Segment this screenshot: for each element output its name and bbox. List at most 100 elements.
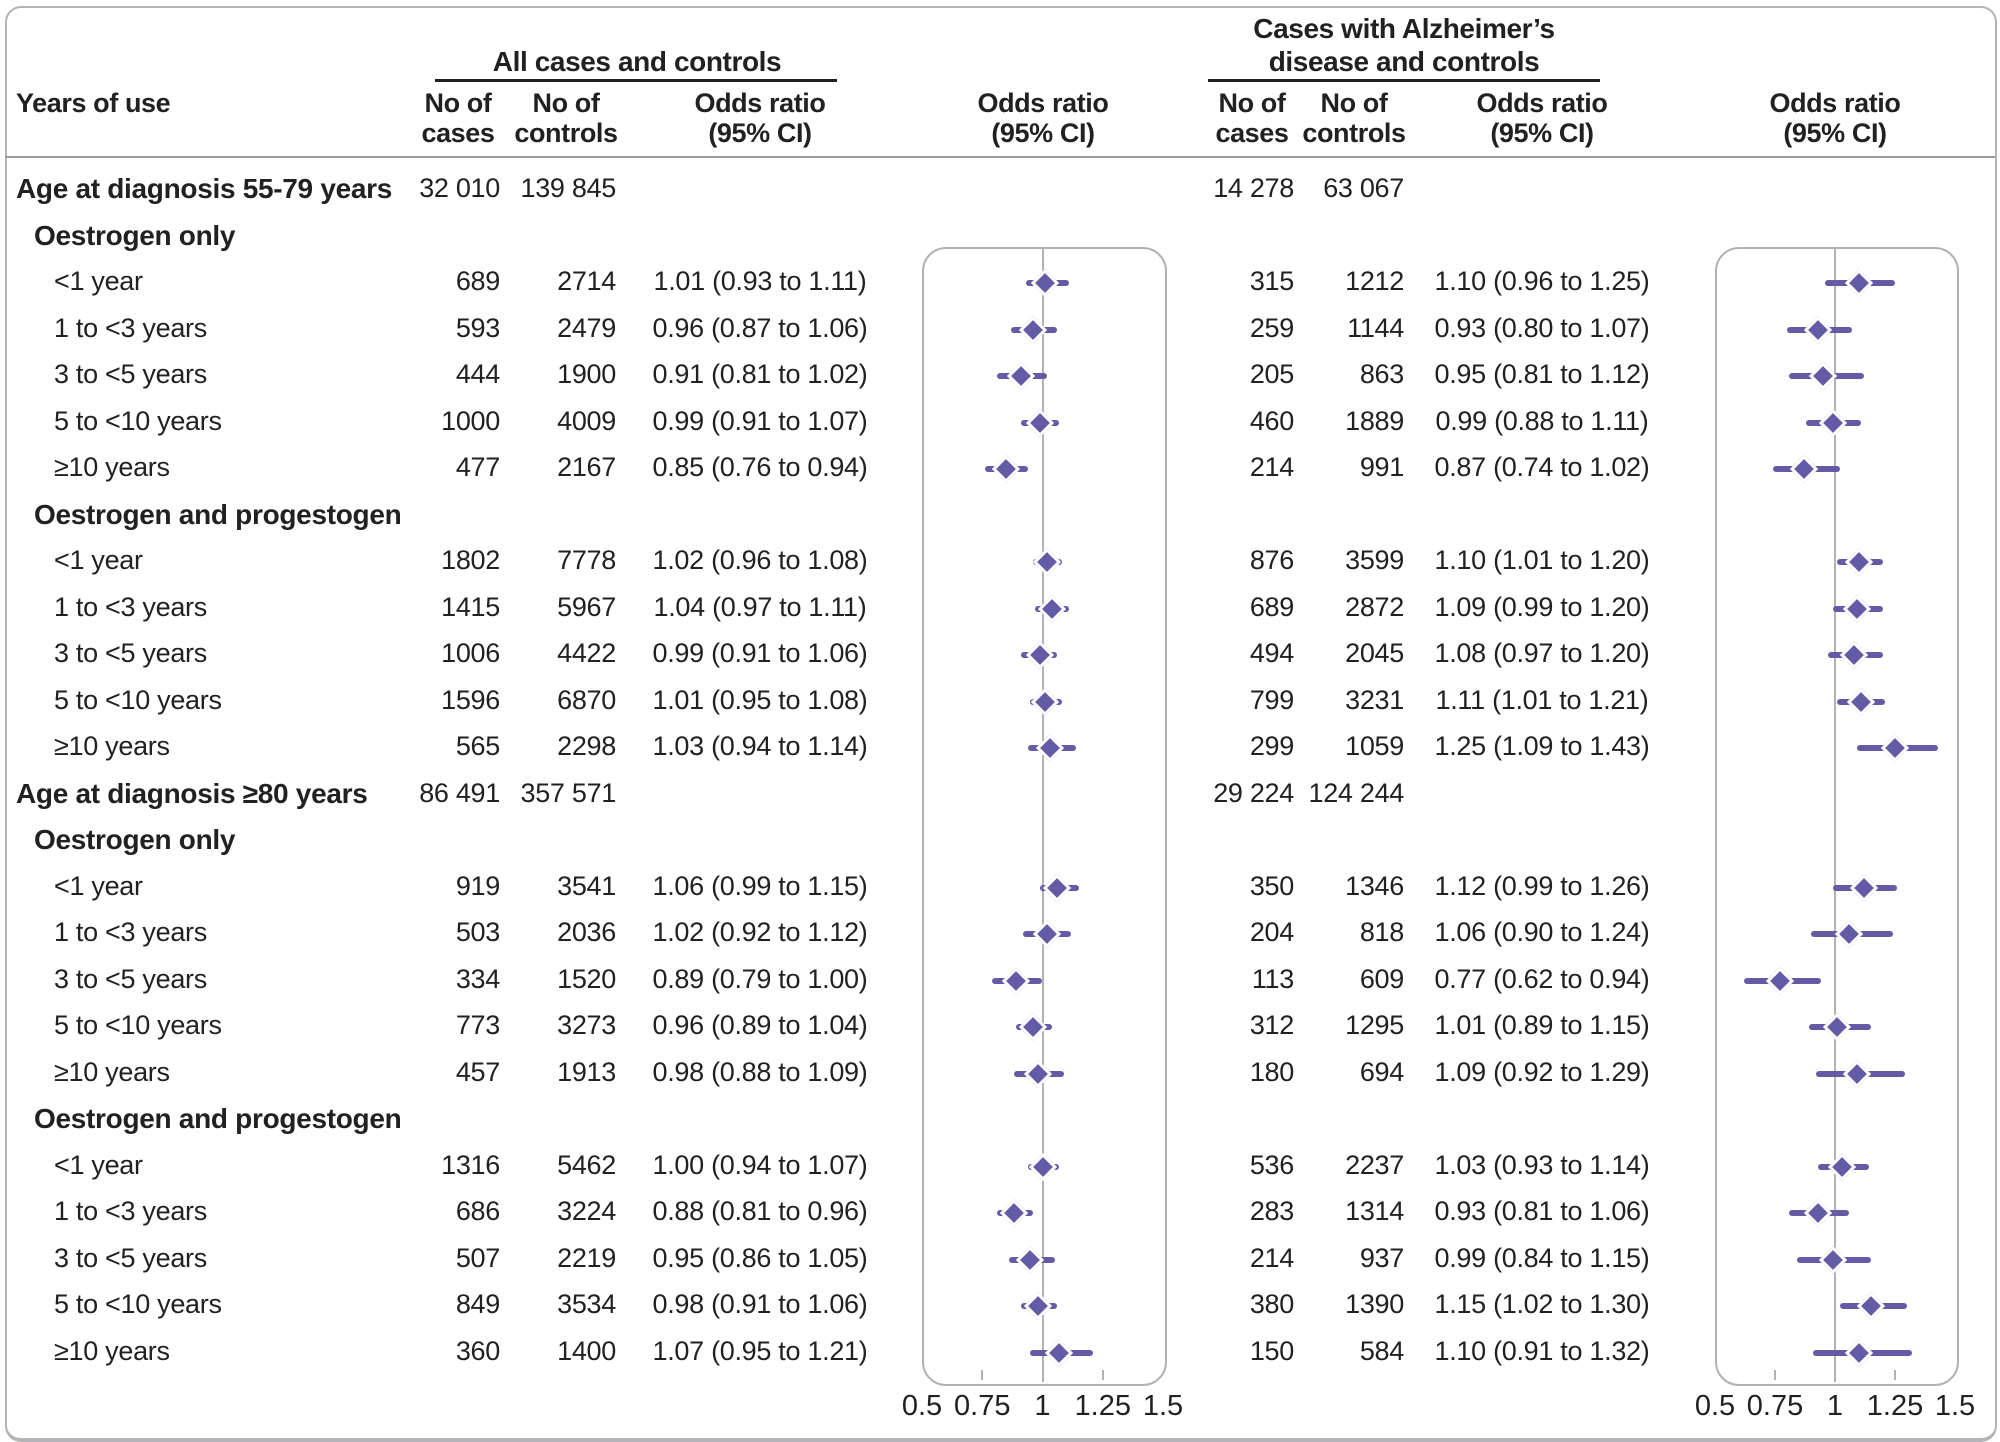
row-label: 5 to <10 years [54, 1010, 222, 1041]
all-controls-value: 2714 [557, 266, 616, 297]
all-no-of-cases-header-line1: No of [424, 88, 492, 118]
all-odds-ratio-header-line1: Odds ratio [694, 88, 826, 118]
all-odds-ratio-value: 1.00 (0.94 to 1.07) [652, 1149, 868, 1180]
ad-odds-ratio-header-line2: (95% CI) [1490, 118, 1594, 148]
x-axis-tick-label: 1.25 [1866, 1390, 1924, 1422]
row-label: ≥10 years [54, 731, 170, 762]
row-label: 1 to <3 years [54, 1196, 207, 1227]
all-cases-value: 334 [455, 963, 500, 994]
ad-no-of-controls-header-line2: controls [1302, 118, 1406, 148]
row-label: 1 to <3 years [54, 312, 207, 343]
all-cases-value: 773 [455, 1010, 500, 1041]
row-label: 3 to <5 years [54, 638, 207, 669]
row-label: Oestrogen and progestogen [34, 498, 402, 530]
row-label: ≥10 years [54, 1056, 170, 1087]
ad-odds-ratio-value: 0.95 (0.81 to 1.12) [1434, 359, 1650, 390]
ad-group-underline [1208, 79, 1600, 82]
ad-controls-value: 863 [1359, 359, 1404, 390]
row-label: 3 to <5 years [54, 963, 207, 994]
row-label: ≥10 years [54, 1336, 170, 1366]
all-cases-group-title: All cases and controls [492, 46, 782, 77]
ad-no-of-cases-header-line1: No of [1218, 88, 1286, 118]
all-cases-value: 1000 [441, 405, 500, 436]
all-no-of-cases-header-line2: cases [421, 118, 495, 148]
axis-tick [1894, 1370, 1896, 1380]
ad-odds-ratio-value: 1.10 (0.91 to 1.32) [1434, 1336, 1650, 1366]
all-cases-value: 593 [455, 312, 500, 343]
reference-line [1834, 247, 1836, 1382]
all-cases-value: 565 [455, 731, 500, 762]
row-label: <1 year [54, 870, 143, 901]
all-odds-ratio-value: 0.99 (0.91 to 1.06) [652, 638, 868, 669]
all-odds-ratio-value: 0.85 (0.76 to 0.94) [652, 452, 868, 483]
ad-controls-value: 1212 [1345, 266, 1404, 297]
ad-controls-value: 584 [1359, 1336, 1404, 1366]
all-no-of-controls-header-line1: No of [532, 88, 600, 118]
ad-controls-value: 2237 [1345, 1149, 1404, 1180]
ad-odds-ratio-value: 1.03 (0.93 to 1.14) [1434, 1149, 1650, 1180]
ad-controls-value: 1059 [1345, 731, 1404, 762]
ad-cases-value: 689 [1249, 591, 1294, 622]
all-cases-value: 849 [455, 1289, 500, 1320]
row-label: <1 year [54, 545, 143, 576]
all-controls-value: 4422 [557, 638, 616, 669]
row-label: Oestrogen and progestogen [34, 1103, 402, 1135]
all-controls-value: 1900 [557, 359, 616, 390]
ad-odds-ratio-value: 1.10 (0.96 to 1.25) [1434, 266, 1650, 297]
ad-cases-value: 214 [1249, 1242, 1294, 1273]
ad-controls-value: 609 [1359, 963, 1404, 994]
all-controls-value: 3541 [557, 870, 616, 901]
all-cases-value: 1802 [441, 545, 500, 576]
all-controls-value: 1913 [557, 1056, 616, 1087]
all-cases-value: 86 491 [419, 777, 500, 808]
row-label: 3 to <5 years [54, 1242, 207, 1273]
all-controls-value: 139 845 [520, 173, 617, 203]
ad-controls-value: 2872 [1345, 591, 1404, 622]
all-controls-value: 7778 [557, 545, 616, 576]
plot-panel-2 [1715, 247, 1959, 1386]
ad-odds-ratio-value: 1.01 (0.89 to 1.15) [1434, 1010, 1650, 1041]
all-odds-ratio-value: 0.98 (0.88 to 1.09) [652, 1056, 868, 1087]
all-cases-value: 1316 [441, 1149, 500, 1180]
axis-tick [1101, 1370, 1104, 1380]
all-cases-value: 686 [455, 1196, 500, 1227]
plot2-odds-ratio-header-line1: Odds ratio [1769, 88, 1901, 118]
ad-group-title-line2: disease and controls [1268, 46, 1540, 77]
all-odds-ratio-value: 0.96 (0.87 to 1.06) [652, 312, 868, 343]
ad-controls-value: 937 [1359, 1242, 1404, 1273]
ad-controls-value: 124 244 [1308, 777, 1405, 808]
ad-controls-value: 63 067 [1323, 173, 1404, 203]
ad-odds-ratio-value: 1.12 (0.99 to 1.26) [1434, 870, 1650, 901]
x-axis-tick-label: 1 [1826, 1390, 1844, 1422]
all-odds-ratio-value: 0.89 (0.79 to 1.00) [652, 963, 868, 994]
ad-controls-value: 1390 [1345, 1289, 1404, 1320]
all-cases-value: 1415 [441, 591, 500, 622]
all-cases-value: 507 [455, 1242, 500, 1273]
ad-cases-value: 380 [1249, 1289, 1294, 1320]
x-axis-tick-label: 1.5 [1934, 1390, 1976, 1422]
ad-odds-ratio-value: 0.93 (0.81 to 1.06) [1434, 1196, 1650, 1227]
all-odds-ratio-value: 0.95 (0.86 to 1.05) [652, 1242, 868, 1273]
row-label: 5 to <10 years [54, 684, 222, 715]
all-odds-ratio-value: 0.96 (0.89 to 1.04) [652, 1010, 868, 1041]
row-label: 1 to <3 years [54, 591, 207, 622]
x-axis-tick-label: 1.5 [1142, 1390, 1184, 1422]
ad-controls-value: 1889 [1345, 405, 1404, 436]
all-controls-value: 3273 [557, 1010, 616, 1041]
ad-cases-value: 460 [1249, 405, 1294, 436]
all-odds-ratio-value: 0.88 (0.81 to 0.96) [652, 1196, 868, 1227]
ad-cases-value: 799 [1249, 684, 1294, 715]
row-label: 5 to <10 years [54, 405, 222, 436]
figure-border [5, 6, 1997, 1442]
header-divider [5, 156, 1995, 158]
ad-controls-value: 694 [1359, 1056, 1404, 1087]
ad-cases-value: 350 [1249, 870, 1294, 901]
all-odds-ratio-value: 0.91 (0.81 to 1.02) [652, 359, 868, 390]
row-label: ≥10 years [54, 452, 170, 483]
ad-cases-value: 494 [1249, 638, 1294, 669]
ad-controls-value: 818 [1359, 917, 1404, 948]
ad-cases-value: 214 [1249, 452, 1294, 483]
all-controls-value: 2036 [557, 917, 616, 948]
ad-cases-value: 876 [1249, 545, 1294, 576]
